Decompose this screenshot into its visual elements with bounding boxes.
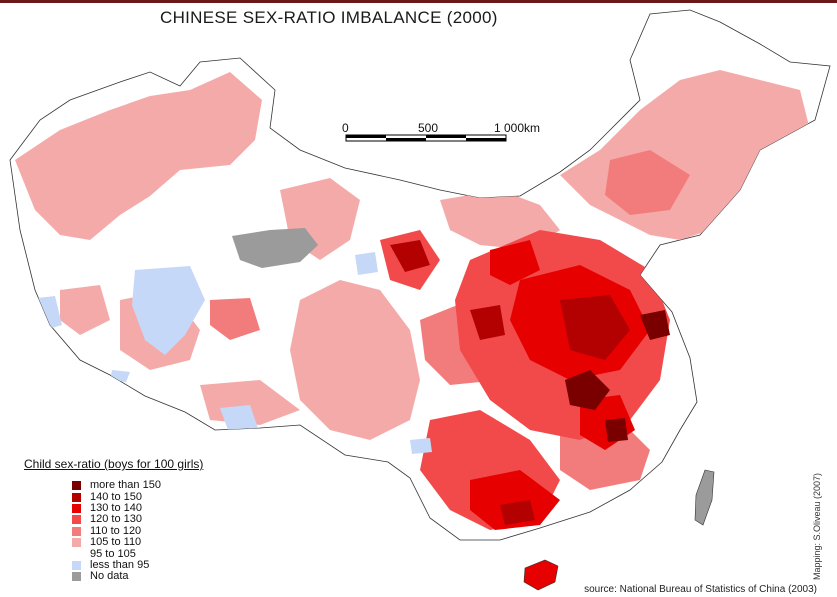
legend-swatch [72,515,81,525]
scale-label-500: 500 [418,121,439,135]
legend-label: 95 to 105 [90,547,136,560]
region-more-than-150 [565,310,670,442]
legend-item: 130 to 140 [72,501,234,514]
legend-swatch [72,549,81,559]
legend-item: less than 95 [72,558,234,571]
legend-label: 105 to 110 [90,536,142,549]
legend-item: more than 150 [72,480,234,491]
map-title: CHINESE SEX-RATIO IMBALANCE (2000) [160,8,498,27]
legend-item: 110 to 120 [72,524,234,537]
legend-item: 95 to 105 [72,548,234,559]
legend-swatch [72,572,81,582]
scale-label-0: 0 [342,121,349,135]
legend-item: 120 to 130 [72,514,234,525]
legend-swatch [72,481,81,491]
scale-bar [345,134,507,142]
legend-swatch [72,492,81,502]
taiwan-island [694,469,715,526]
legend-item: 105 to 110 [72,537,234,548]
mapping-credit: Mapping: S.Oliveau (2007) [812,472,822,580]
source-note: source: National Bureau of Statistics of… [584,584,817,595]
region-140-150 [390,240,630,525]
legend-label: 130 to 140 [90,501,142,514]
legend-swatch [72,538,81,548]
legend-label: 120 to 130 [90,513,142,526]
legend-label: less than 95 [90,558,150,571]
legend-swatch [72,560,81,570]
legend: Child sex-ratio (boys for 100 girls) mor… [24,457,234,583]
legend-title: Child sex-ratio (boys for 100 girls) [24,457,204,471]
legend-label: 110 to 120 [90,524,142,537]
hainan-island [523,559,559,591]
legend-item: No data [72,571,234,582]
legend-label: 140 to 150 [90,490,142,503]
legend-label: more than 150 [90,479,161,492]
region-no-data [232,228,318,268]
legend-items: more than 150 140 to 150 130 to 140 120 to … [72,480,234,583]
legend-label: No data [90,570,129,583]
top-rule [0,0,837,3]
scale-label-1000: 1 000km [494,121,541,135]
legend-item: 140 to 150 [72,491,234,502]
legend-swatch [72,503,81,513]
legend-swatch [72,526,81,536]
